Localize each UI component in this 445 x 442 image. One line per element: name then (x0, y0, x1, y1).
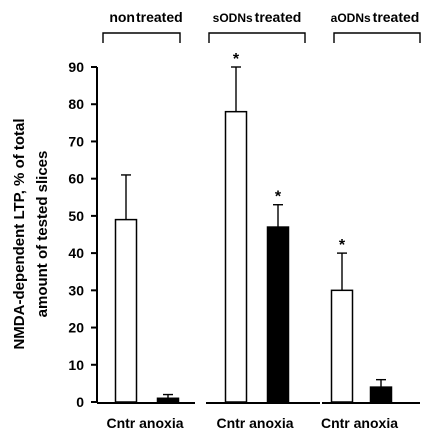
y-tick-label: 30 (68, 282, 84, 298)
group-2: sODNs treated * * Cntr anoxia (208, 9, 306, 431)
group-bracket (102, 32, 181, 43)
y-tick-label: 40 (68, 245, 84, 261)
significance-star: * (339, 237, 346, 254)
group-label-treated: treated (373, 9, 420, 25)
group-label-prefix: sODNs (213, 11, 253, 25)
y-tick-label: 20 (68, 320, 84, 336)
group-label: sODNs treated (213, 9, 302, 25)
group-label: aODNs treated (331, 9, 420, 25)
bar-anoxia (369, 386, 393, 403)
y-tick-label: 10 (68, 357, 84, 373)
bar-cntr (224, 110, 248, 403)
group-label-treated: treated (136, 9, 183, 25)
y-axis-label-line: amount of tested slices (34, 151, 51, 318)
y-axis-label: NMDA-dependent LTP, % of total amount of … (11, 118, 51, 349)
group-bracket (333, 32, 421, 43)
y-axis-label-line: NMDA-dependent LTP, % of total (11, 118, 28, 349)
bar-cntr (330, 289, 354, 403)
x-group-label: Cntr anoxia (321, 415, 398, 431)
bar-cntr (114, 218, 138, 403)
y-tick-label: 70 (68, 133, 84, 149)
bar-anoxia (266, 226, 290, 403)
group-label-prefix: non (109, 9, 135, 25)
y-tick-label: 90 (68, 59, 84, 75)
x-group-label: Cntr anoxia (216, 415, 293, 431)
y-tick-label: 50 (68, 208, 84, 224)
y-tick-label: 0 (76, 394, 84, 410)
group-label: nontreated (109, 9, 182, 25)
group-1: nontreated Cntr anoxia (102, 9, 184, 431)
y-tick-label: 80 (68, 96, 84, 112)
significance-star: * (233, 51, 240, 68)
x-group-label: Cntr anoxia (106, 415, 183, 431)
significance-star: * (275, 189, 282, 206)
group-label-treated: treated (255, 9, 302, 25)
y-axis: 0 10 20 30 40 50 60 70 80 90 (68, 59, 98, 410)
group-3: aODNs treated * Cntr anoxia (321, 9, 421, 431)
y-tick-label: 60 (68, 171, 84, 187)
bar-anoxia (156, 397, 180, 403)
group-bracket (208, 32, 306, 43)
group-label-prefix: aODNs (331, 11, 371, 25)
